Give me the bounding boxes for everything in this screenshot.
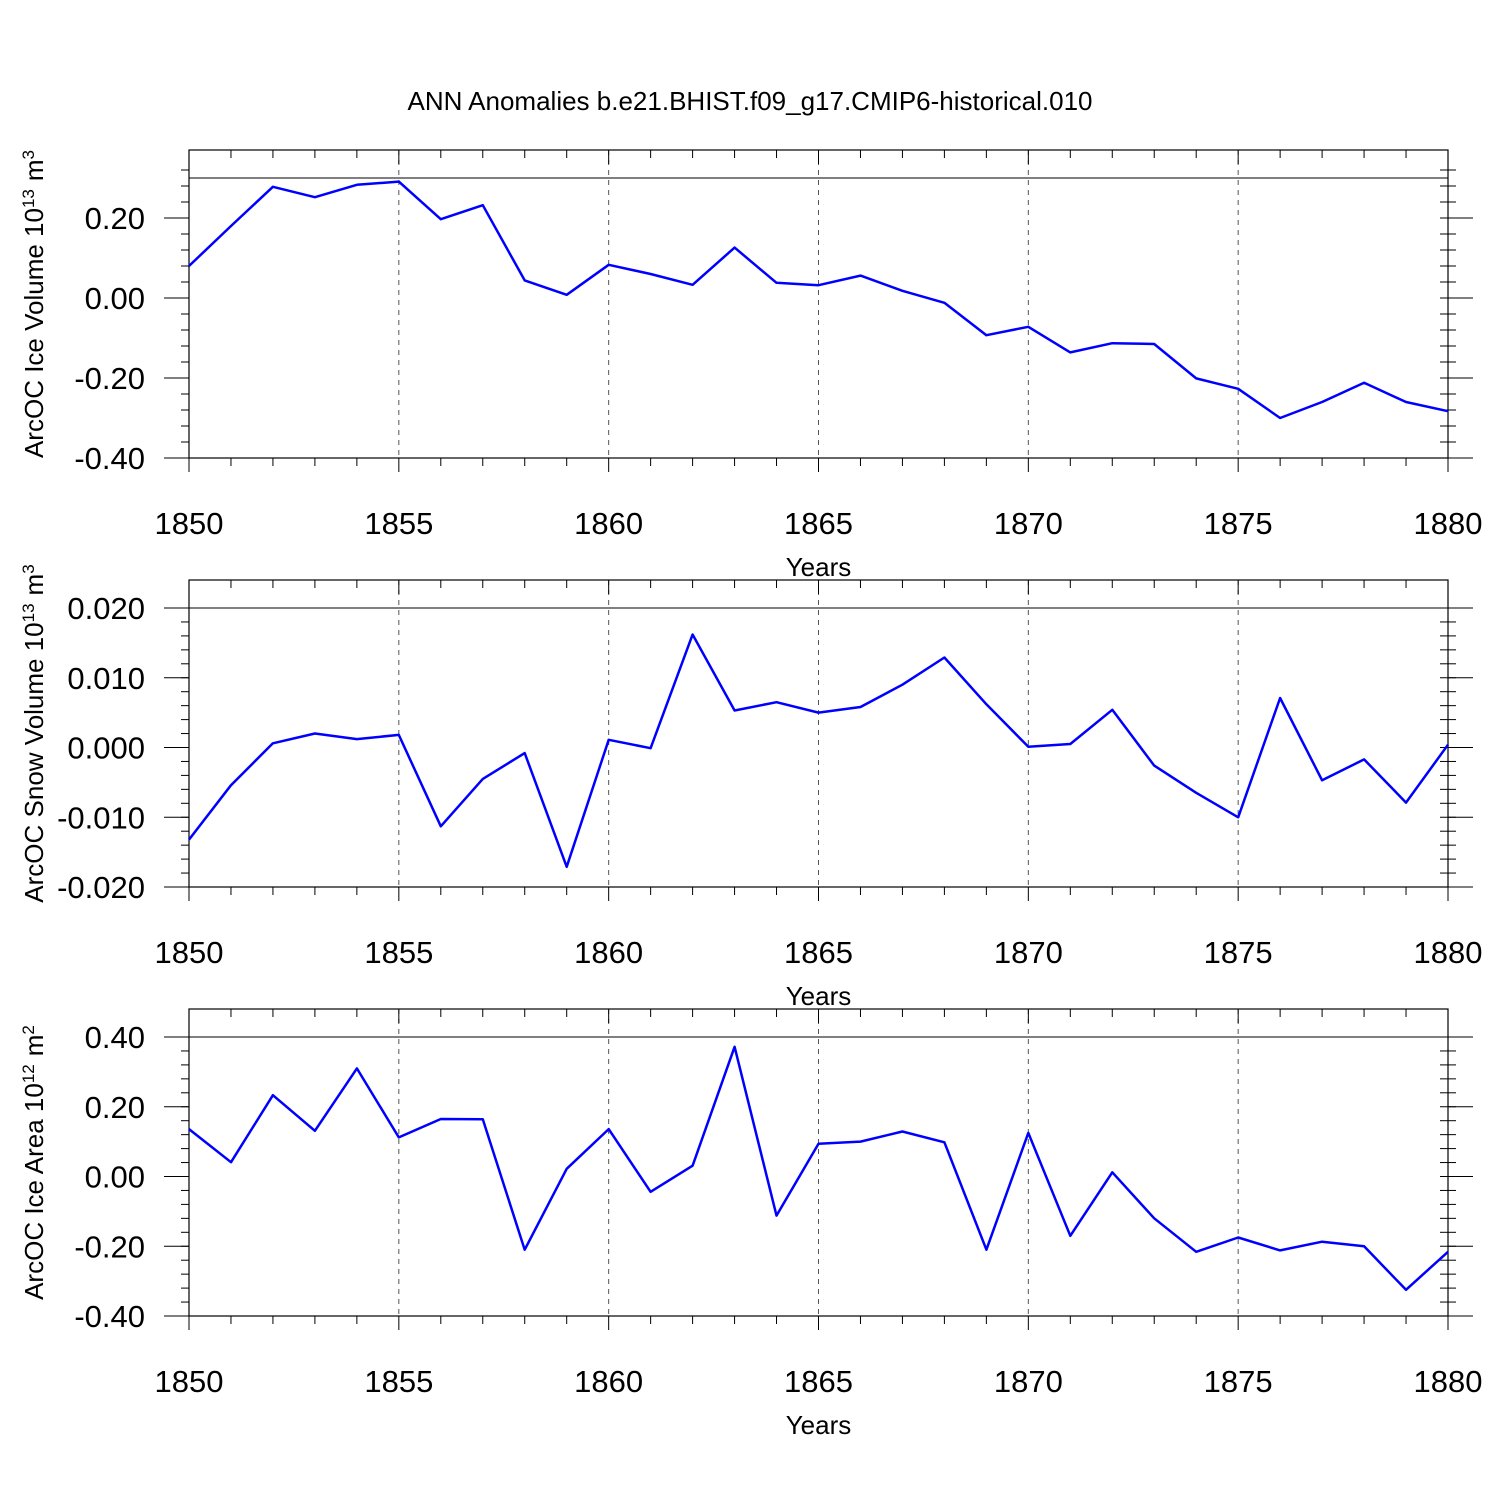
y-axis-title-unit: m bbox=[19, 1035, 49, 1057]
x-tick-label: 1855 bbox=[364, 935, 433, 970]
y-tick-label: 0.000 bbox=[67, 731, 145, 766]
chart-panel-3: 1850 1855 1860 1865 1870 1875 1880 Years -0.40 -0… bbox=[19, 1008, 1483, 1440]
chart-panel-1: 1850 1855 1860 1865 1870 1875 1880 Years -0.40 -0… bbox=[19, 149, 1483, 582]
y-axis-title-unit: m bbox=[19, 159, 49, 181]
x-axis-title: Years bbox=[786, 552, 852, 582]
chart-panel-2: 1850 1855 1860 1865 1870 1875 1880 Years -0.020 -… bbox=[19, 564, 1483, 1011]
x-tick-label: 1860 bbox=[574, 1364, 643, 1399]
y-axis-title-main: ArcOC Snow Volume 10 bbox=[19, 622, 49, 902]
y-axis-title-unit: m bbox=[19, 574, 49, 596]
y-tick-label: -0.20 bbox=[74, 1229, 145, 1264]
x-tick-label: 1855 bbox=[364, 1364, 433, 1399]
y-axis-title-exponent: 13 bbox=[19, 603, 38, 622]
y-axis-title: ArcOC Snow Volume 1013 m3 bbox=[19, 564, 50, 902]
x-tick-label: 1850 bbox=[155, 506, 224, 541]
y-axis-title: ArcOC Ice Volume 1013 m3 bbox=[19, 150, 50, 458]
y-tick-label: -0.20 bbox=[74, 361, 145, 396]
x-tick-label: 1880 bbox=[1414, 935, 1483, 970]
series-line bbox=[188, 633, 1450, 869]
y-tick-label: 0.40 bbox=[85, 1020, 145, 1055]
series-line bbox=[188, 1045, 1449, 1292]
y-tick-label: 0.20 bbox=[85, 1090, 145, 1125]
y-axis-title-exponent: 13 bbox=[19, 189, 38, 208]
y-axis-title-main: ArcOC Ice Area 10 bbox=[19, 1083, 49, 1300]
y-tick-label: 0.00 bbox=[85, 281, 145, 316]
x-tick-label: 1860 bbox=[574, 506, 643, 541]
y-tick-label: -0.40 bbox=[74, 1299, 145, 1334]
y-axis-title-unit-exponent: 3 bbox=[19, 150, 38, 159]
y-tick-label: 0.020 bbox=[67, 591, 145, 626]
y-axis-title: ArcOC Ice Area 1012 m2 bbox=[19, 1025, 50, 1300]
chart-title: ANN Anomalies b.e21.BHIST.f09_g17.CMIP6-… bbox=[407, 86, 1092, 116]
x-tick-label: 1865 bbox=[784, 1364, 853, 1399]
x-tick-label: 1850 bbox=[155, 935, 224, 970]
x-tick-label: 1875 bbox=[1204, 1364, 1273, 1399]
y-axis-title-unit-exponent: 2 bbox=[19, 1025, 38, 1034]
y-axis-title-main: ArcOC Ice Volume 10 bbox=[19, 208, 49, 458]
y-tick-label: 0.010 bbox=[67, 661, 145, 696]
y-axis-title-exponent: 12 bbox=[19, 1064, 38, 1083]
x-tick-label: 1870 bbox=[994, 935, 1063, 970]
chart-panels: 1850 1855 1860 1865 1870 1875 1880 Years -0.40 -0… bbox=[19, 149, 1483, 1440]
x-tick-label: 1865 bbox=[784, 935, 853, 970]
x-tick-label: 1850 bbox=[155, 1364, 224, 1399]
series-line bbox=[188, 180, 1449, 420]
x-axis-title: Years bbox=[786, 1410, 852, 1440]
y-axis-title-unit-exponent: 3 bbox=[19, 564, 38, 573]
x-tick-label: 1855 bbox=[364, 506, 433, 541]
x-tick-label: 1880 bbox=[1414, 1364, 1483, 1399]
x-tick-label: 1860 bbox=[574, 935, 643, 970]
x-tick-label: 1870 bbox=[994, 506, 1063, 541]
y-tick-label: 0.00 bbox=[85, 1160, 145, 1195]
x-tick-label: 1875 bbox=[1204, 935, 1273, 970]
x-tick-label: 1870 bbox=[994, 1364, 1063, 1399]
x-tick-label: 1865 bbox=[784, 506, 853, 541]
x-axis-title: Years bbox=[786, 981, 852, 1011]
x-tick-label: 1875 bbox=[1204, 506, 1273, 541]
y-tick-label: -0.40 bbox=[74, 441, 145, 476]
y-tick-label: 0.20 bbox=[85, 201, 145, 236]
y-tick-label: -0.020 bbox=[57, 870, 145, 905]
x-tick-label: 1880 bbox=[1414, 506, 1483, 541]
y-tick-label: -0.010 bbox=[57, 800, 145, 835]
